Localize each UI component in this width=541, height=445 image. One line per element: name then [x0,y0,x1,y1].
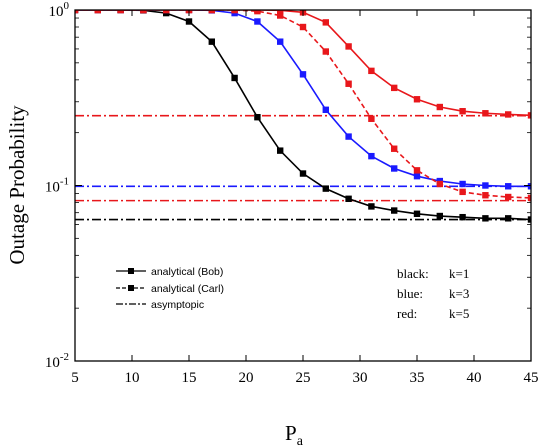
x-tick-label: 25 [296,370,311,386]
series-point [459,213,466,221]
series-point [299,23,307,31]
series-point [527,183,531,190]
y-tick-label: 10-1 [45,176,69,196]
y-tick-label: 10-2 [45,351,69,371]
series-point [345,133,352,140]
series-point [482,182,489,189]
series-line [75,10,531,199]
series-point [368,67,375,75]
series-point [231,74,238,82]
series-point [277,10,284,14]
series-point [277,147,284,154]
note-red-label: red: [397,306,417,321]
x-tick-label: 20 [239,370,254,386]
series-point [345,43,352,50]
x-axis-title: Pa [285,421,304,445]
note-black-label: black: [397,266,429,281]
series-point [208,10,215,14]
x-tick-label: 40 [467,370,482,386]
series-point [436,212,443,220]
series-point [459,180,466,188]
series-point [163,10,170,14]
series-point [299,71,307,78]
series-point [94,10,101,14]
y-axis-title: Outage Probability [5,105,29,265]
series-point [391,207,398,214]
svg-text:analytical (Carl): analytical (Carl) [151,283,224,295]
series-point [345,195,352,202]
series-point [459,108,466,115]
series-point [391,165,398,172]
ticks-layer: 5 10 15 20 25 30 35 40 45 100 10-1 10-2 [45,0,539,386]
series-point [299,170,307,177]
series-point [75,10,79,14]
series-point [231,10,238,14]
note-black-k: k=1 [449,266,469,281]
series-point [413,172,421,180]
series-point [527,112,531,119]
series-point [505,111,512,118]
series-point [322,48,329,55]
series-point [368,203,375,210]
series-line [75,10,531,188]
svg-text:analytical (Bob): analytical (Bob) [151,266,223,278]
note-red-k: k=5 [449,306,469,321]
x-tick-label: 10 [125,370,140,386]
x-tick-label: 35 [410,370,425,386]
x-tick-label: 30 [353,370,368,386]
k-annotation: black: k=1 blue: k=3 red: k=5 [397,266,469,321]
series-point [459,188,466,196]
series-point [185,18,193,25]
series-point [391,84,398,92]
note-blue-k: k=3 [449,286,469,301]
legend-entry-bob: analytical (Bob) [116,266,223,278]
series-line [75,10,531,221]
series-point [140,10,147,14]
series-point [391,145,398,152]
x-tick-label: 45 [524,370,539,386]
series-1 [75,10,531,190]
series-point [345,80,352,87]
series-point [505,183,512,190]
series-point [505,215,512,222]
series-point [413,167,421,174]
series-3 [75,10,531,119]
x-tick-label: 5 [71,370,79,386]
series-point [482,215,489,222]
legend-entry-asymptotic: asymptopic [116,299,204,311]
series-point [505,193,512,201]
series-point [527,194,531,202]
series-point [254,10,261,14]
series-point [277,12,284,19]
series-point [208,38,215,45]
series-point [413,210,421,217]
series-point [482,192,489,199]
series-point [277,38,284,45]
series-point [322,106,329,113]
series-point [368,115,375,122]
series-point [436,103,443,111]
series-point [413,96,421,103]
x-tick-label: 15 [182,370,197,386]
x-axis-title-subscript: a [297,434,304,445]
series-point [436,180,443,188]
note-blue-label: blue: [397,286,423,301]
legend: analytical (Bob) analytical (Carl) asymp… [116,266,224,311]
series-point [254,114,261,121]
svg-text:asymptopic: asymptopic [151,299,204,311]
series-point [117,10,124,14]
series-layer [75,10,531,223]
series-point [322,185,329,192]
series-point [254,18,261,25]
series-point [368,152,375,160]
legend-entry-carl: analytical (Carl) [116,283,224,295]
y-tick-label: 100 [49,0,70,20]
series-point [482,110,489,117]
series-point [322,19,329,26]
series-point [527,216,531,223]
